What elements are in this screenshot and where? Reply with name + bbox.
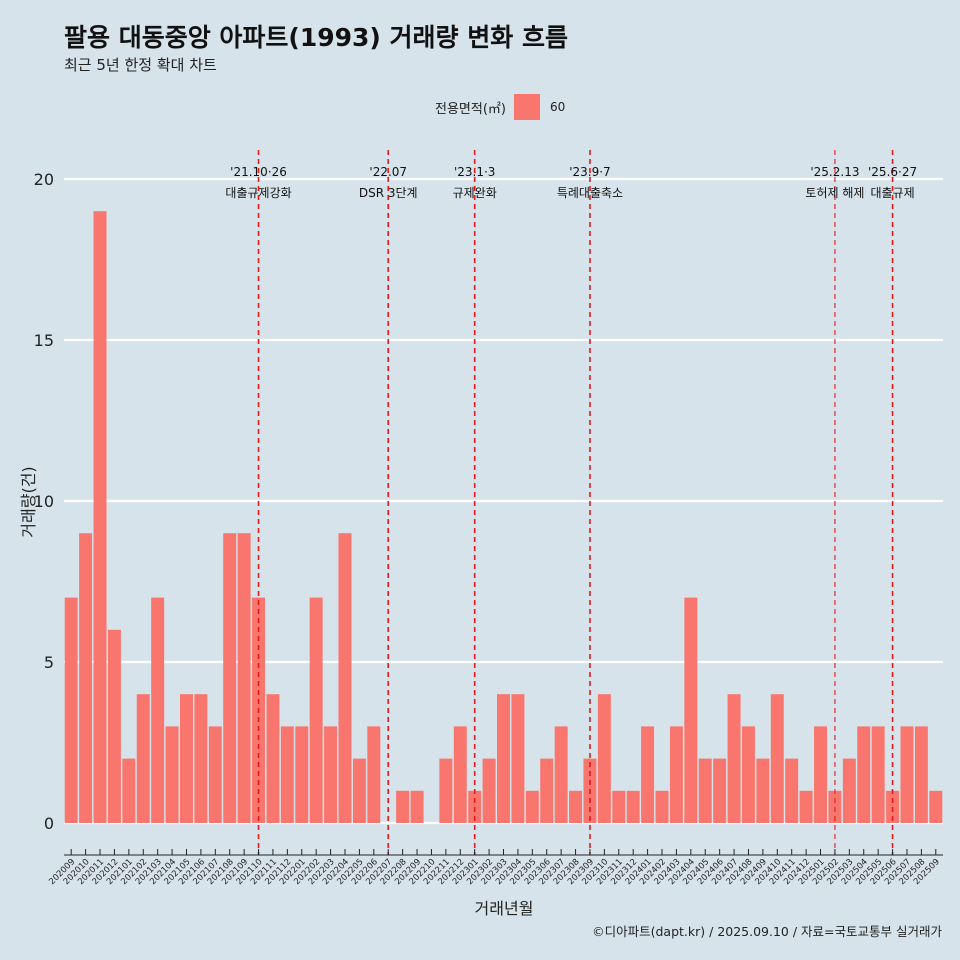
y-tick-label: 10 xyxy=(34,492,54,511)
bar xyxy=(554,726,568,823)
legend: 전용면적(㎡) 60 xyxy=(435,94,565,120)
y-tick-label: 5 xyxy=(44,653,54,672)
event-date-label: '21.10·26 xyxy=(230,165,287,179)
event-label: 규제완화 xyxy=(453,186,497,200)
x-axis-title: 거래년월 xyxy=(475,899,534,918)
bar xyxy=(684,597,698,823)
bar xyxy=(540,758,554,823)
event-label: 특례대출축소 xyxy=(557,186,623,200)
bar xyxy=(886,790,900,823)
event-date-label: '25.6·27 xyxy=(868,165,917,179)
bar xyxy=(280,726,294,823)
bar xyxy=(151,597,165,823)
source-caption: ©디아파트(dapt.kr) / 2025.09.10 / 자료=국토교통부 실… xyxy=(592,924,942,939)
y-tick-label: 0 xyxy=(44,814,54,833)
bar xyxy=(511,694,525,823)
bar xyxy=(713,758,727,823)
bar xyxy=(194,694,208,823)
bar xyxy=(223,533,237,823)
legend-title: 전용면적(㎡) xyxy=(435,101,506,117)
bar xyxy=(814,726,828,823)
bar xyxy=(497,694,510,823)
bar xyxy=(727,694,741,823)
bar xyxy=(338,533,352,823)
bar xyxy=(107,629,121,823)
bar xyxy=(698,758,712,823)
chart-subtitle: 최근 5년 한정 확대 차트 xyxy=(64,56,217,74)
event-date-label: '23.9·7 xyxy=(569,165,610,179)
y-tick-label: 15 xyxy=(34,331,54,350)
bar xyxy=(165,726,179,823)
legend-swatch xyxy=(513,94,540,120)
bar xyxy=(799,790,813,823)
bar xyxy=(741,726,755,823)
bar xyxy=(64,597,78,823)
bars xyxy=(64,211,943,823)
bar xyxy=(136,694,150,823)
bar xyxy=(453,726,467,823)
bar xyxy=(237,533,251,823)
chart-title: 팔용 대동중앙 아파트(1993) 거래량 변화 흐름 xyxy=(64,23,568,52)
bar xyxy=(900,726,914,823)
bar xyxy=(929,790,943,823)
bar xyxy=(208,726,222,823)
bar xyxy=(79,533,93,823)
bar xyxy=(756,758,770,823)
bar xyxy=(482,758,496,823)
y-tick-label: 20 xyxy=(34,170,54,189)
bar xyxy=(641,726,655,823)
bar xyxy=(266,694,280,823)
bar xyxy=(842,758,856,823)
bar xyxy=(468,790,482,823)
bar xyxy=(367,726,381,823)
bar xyxy=(914,726,928,823)
bar xyxy=(410,790,424,823)
event-date-label: '22.07 xyxy=(369,165,407,179)
event-lines: '21.10·26 대출규제강화 '22.07 DSR 3단계 '23.1·3 규제완화 '… xyxy=(225,150,917,855)
legend-item-label: 60 xyxy=(549,100,566,114)
bar xyxy=(857,726,871,823)
bar xyxy=(93,211,107,823)
event-date-label: '23.1·3 xyxy=(454,165,495,179)
event-label: 토허제 해제 xyxy=(805,186,864,200)
bar xyxy=(122,758,136,823)
bar xyxy=(626,790,640,823)
bar xyxy=(770,694,784,823)
bar xyxy=(525,790,539,823)
bar xyxy=(439,758,453,823)
bar xyxy=(612,790,626,823)
bar xyxy=(309,597,323,823)
bar xyxy=(785,758,799,823)
bar xyxy=(179,694,193,823)
bar xyxy=(295,726,309,823)
bar xyxy=(871,726,885,823)
event-label: 대출규제 xyxy=(870,186,914,200)
bar xyxy=(828,790,842,823)
event-label: 대출규제강화 xyxy=(225,186,291,200)
y-axis-title: 거래량(건) xyxy=(19,466,38,537)
event-label: DSR 3단계 xyxy=(359,186,418,200)
bar xyxy=(669,726,683,823)
axes: 2020092020102020112020122021012021022021… xyxy=(47,849,943,887)
event-date-label: '25.2.13 xyxy=(810,165,859,179)
bar xyxy=(352,758,366,823)
bar xyxy=(569,790,583,823)
bar xyxy=(655,790,669,823)
bar xyxy=(324,726,338,823)
bar xyxy=(396,790,410,823)
bar xyxy=(597,694,611,823)
